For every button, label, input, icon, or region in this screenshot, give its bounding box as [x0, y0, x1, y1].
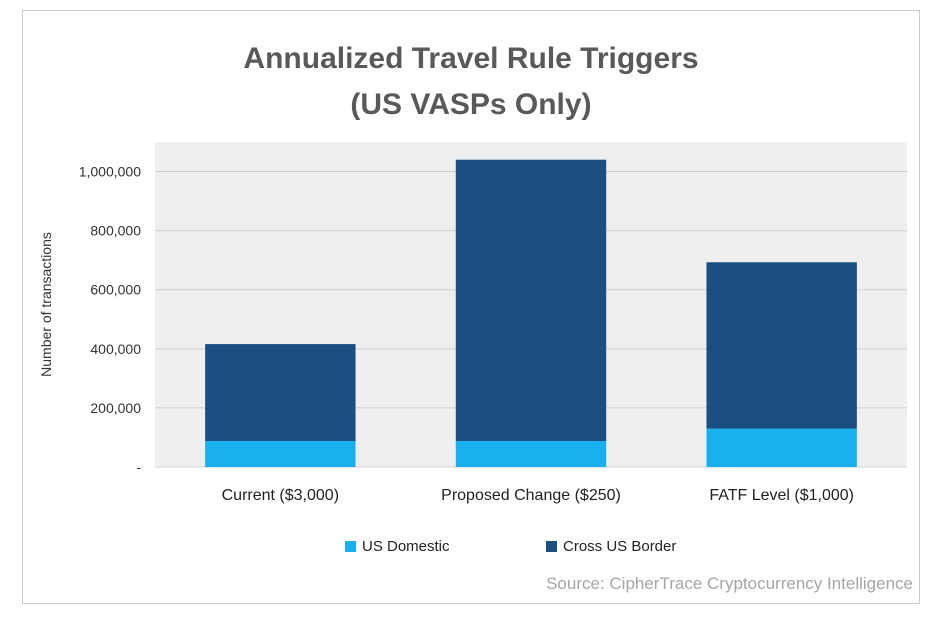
- x-tick-label: Proposed Change ($250): [441, 487, 621, 504]
- bar-us-domestic: [706, 428, 857, 467]
- y-tick-label: 800,000: [90, 223, 141, 239]
- bar-us-domestic: [205, 441, 356, 467]
- bar-cross-us-border: [455, 159, 607, 441]
- bar-us-domestic: [455, 441, 607, 467]
- y-tick-label: 600,000: [90, 282, 141, 298]
- chart-title-line-1: Annualized Travel Rule Triggers: [243, 42, 699, 75]
- source-note: Source: CipherTrace Cryptocurrency Intel…: [546, 574, 913, 593]
- y-tick-label: 200,000: [90, 400, 141, 416]
- x-tick-label: Current ($3,000): [222, 487, 339, 504]
- chart-title-line-2: (US VASPs Only): [350, 88, 592, 121]
- legend-label-cross-us-border: Cross US Border: [563, 538, 677, 555]
- y-tick-label: 400,000: [90, 341, 141, 357]
- y-tick-label: 1,000,000: [79, 164, 141, 180]
- x-tick-label: FATF Level ($1,000): [709, 487, 854, 504]
- bar-cross-us-border: [706, 262, 857, 429]
- bar-cross-us-border: [205, 344, 356, 441]
- legend-item-us-domestic: US Domestic: [345, 538, 450, 555]
- legend-swatch-cross-us-border: [546, 541, 557, 552]
- legend-item-cross-us-border: Cross US Border: [546, 538, 676, 555]
- y-tick-label: -: [136, 459, 141, 475]
- y-axis-label: Number of transactions: [38, 232, 54, 377]
- legend-swatch-us-domestic: [345, 541, 356, 552]
- legend-label-us-domestic: US Domestic: [362, 538, 450, 555]
